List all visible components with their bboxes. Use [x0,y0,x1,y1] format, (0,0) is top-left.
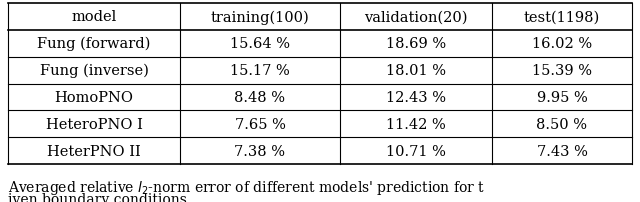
Text: HeterPNO II: HeterPNO II [47,144,141,158]
Text: 18.69 %: 18.69 % [386,37,446,51]
Text: 15.39 %: 15.39 % [532,64,592,78]
Text: 7.65 %: 7.65 % [235,117,285,131]
Text: 7.43 %: 7.43 % [536,144,588,158]
Text: 11.42 %: 11.42 % [386,117,446,131]
Text: HeteroPNO I: HeteroPNO I [45,117,143,131]
Text: training(100): training(100) [211,10,309,24]
Text: Fung (forward): Fung (forward) [37,37,150,51]
Text: test(1198): test(1198) [524,10,600,24]
Text: iven boundary conditions.: iven boundary conditions. [8,192,191,202]
Text: 18.01 %: 18.01 % [386,64,446,78]
Text: 9.95 %: 9.95 % [536,90,588,104]
Text: validation(20): validation(20) [364,10,468,24]
Text: 15.17 %: 15.17 % [230,64,290,78]
Text: 15.64 %: 15.64 % [230,37,290,51]
Text: 8.50 %: 8.50 % [536,117,588,131]
Text: model: model [72,10,116,24]
Text: 8.48 %: 8.48 % [234,90,285,104]
Text: 7.38 %: 7.38 % [234,144,285,158]
Text: 12.43 %: 12.43 % [386,90,446,104]
Text: Averaged relative $l_2$-norm error of different models' prediction for t: Averaged relative $l_2$-norm error of di… [8,178,485,196]
Text: HomoPNO: HomoPNO [54,90,134,104]
Text: Fung (inverse): Fung (inverse) [40,64,148,78]
Text: 10.71 %: 10.71 % [386,144,446,158]
Text: 16.02 %: 16.02 % [532,37,592,51]
